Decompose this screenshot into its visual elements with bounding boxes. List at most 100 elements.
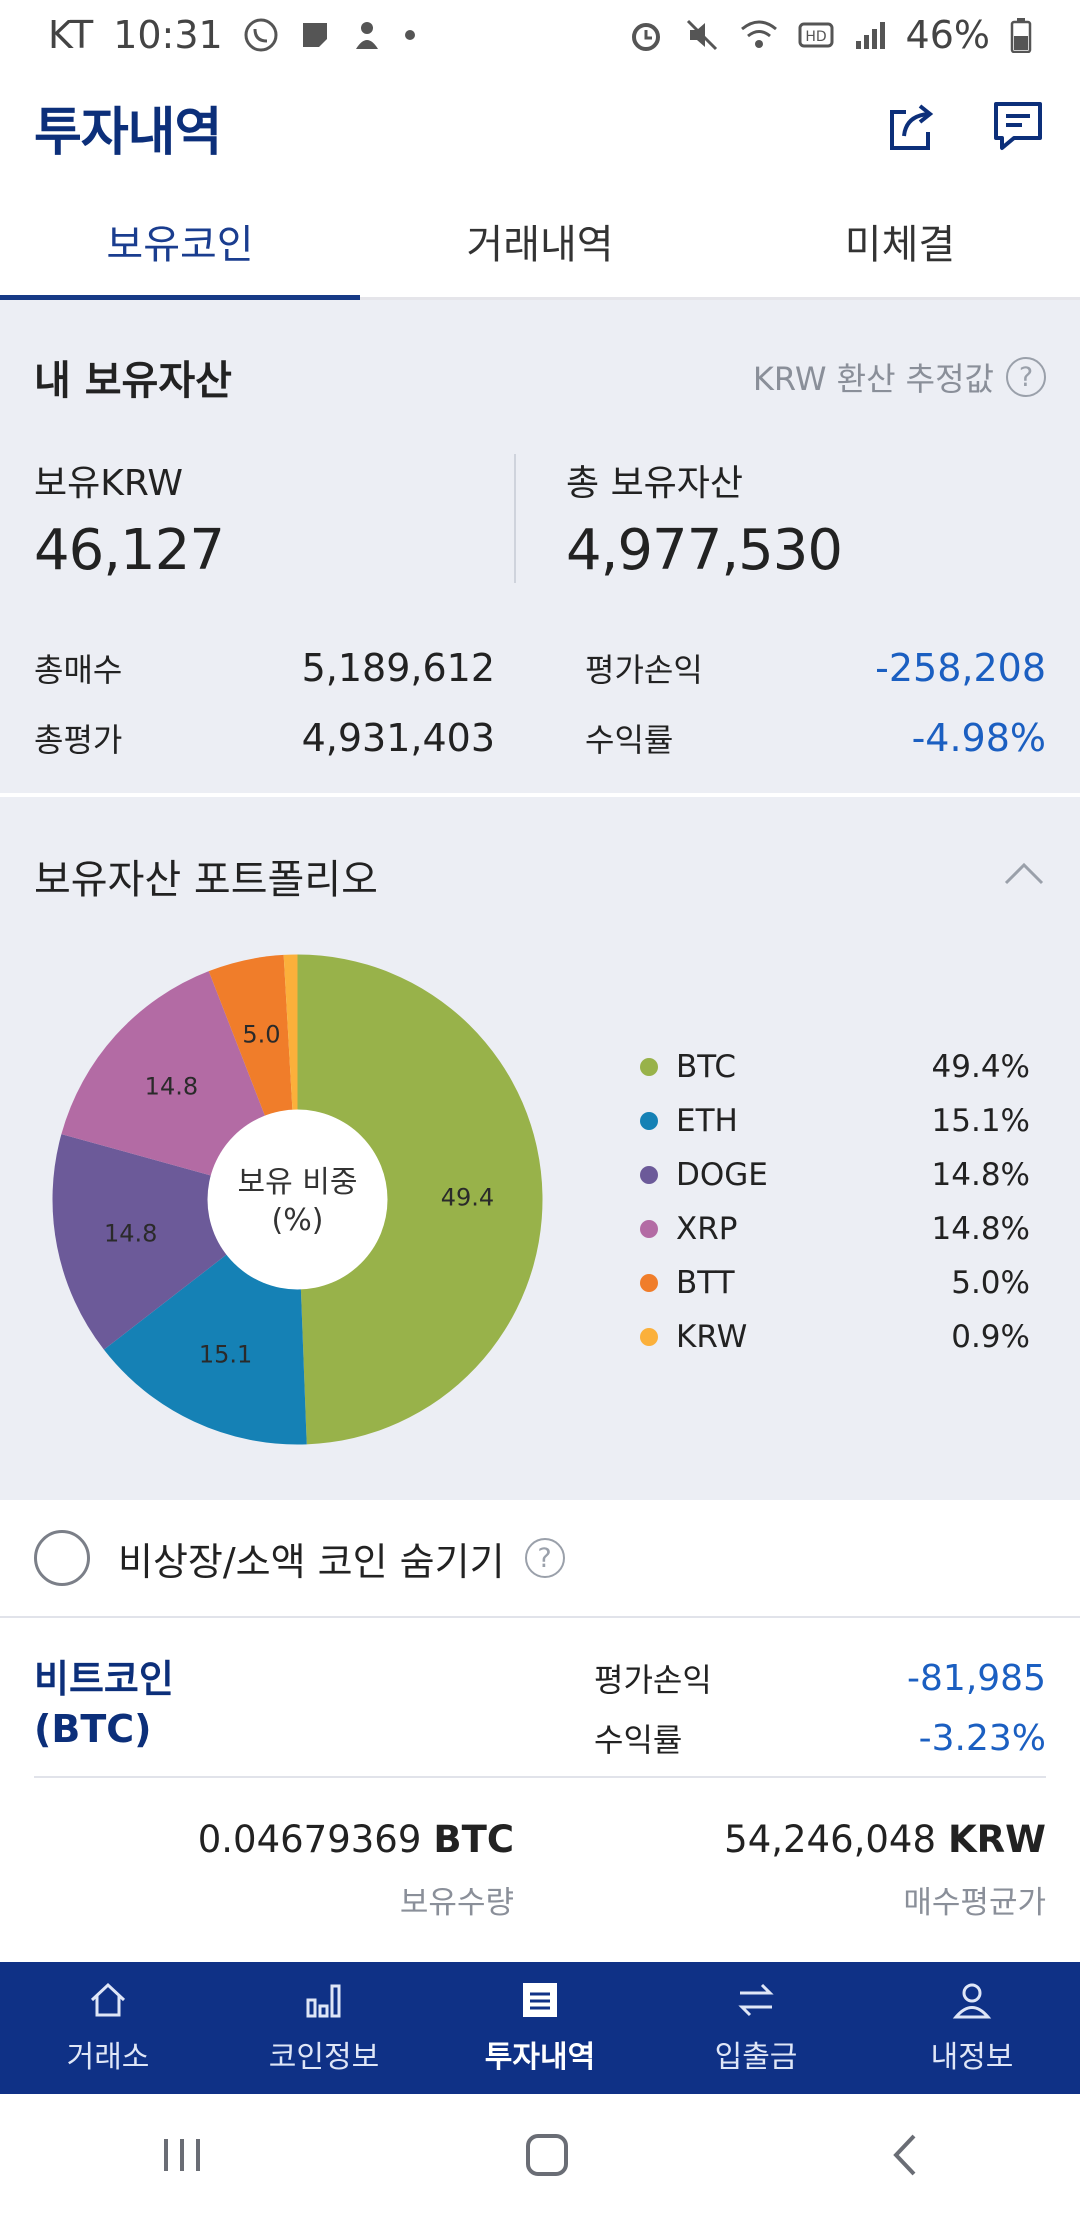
legend-swatch (640, 1220, 658, 1238)
nav-label: 입출금 (714, 2040, 798, 2075)
krw-estimate-note[interactable]: KRW 환산 추정값 ? (753, 354, 1046, 400)
slice-label-doge: 14.8 (104, 1219, 157, 1247)
nav-investment-history[interactable]: 투자내역 (432, 1962, 648, 2094)
coin-name: 비트코인 (BTC) (34, 1648, 594, 1776)
legend-item: KRW 0.9% (640, 1310, 1030, 1364)
pnl-row: 평가손익 -258,208 (585, 633, 1046, 703)
clock: 10:31 (113, 13, 223, 57)
total-assets-value: 4,977,530 (566, 518, 843, 583)
coin-quantity-label: 보유수량 (399, 1885, 514, 1921)
nav-exchange[interactable]: 거래소 (0, 1962, 216, 2094)
tab-holdings[interactable]: 보유코인 (0, 185, 360, 300)
svg-text:HD: HD (805, 29, 826, 45)
coin-return-label: 수익률 (594, 1721, 683, 1759)
bottom-nav: 거래소 코인정보 투자내역 입출금 내정보 (0, 1962, 1080, 2094)
coin-avg-price: 54,246,048 KRW (566, 1818, 1046, 1861)
pnl-label: 평가손익 (585, 651, 703, 689)
nav-label: 거래소 (66, 2040, 150, 2075)
tab-unfilled[interactable]: 미체결 (844, 222, 956, 268)
tab-trade-history[interactable]: 거래내역 (466, 222, 614, 268)
total-eval-value: 4,931,403 (301, 716, 495, 760)
alarm-icon (628, 17, 664, 53)
total-buy-label: 총매수 (34, 651, 123, 689)
coin-symbol: (BTC) (34, 1707, 152, 1751)
help-icon[interactable]: ? (1006, 357, 1046, 397)
coin-pnl-value: -81,985 (907, 1657, 1046, 1699)
home-icon (88, 1980, 128, 2024)
coin-avg-price-unit: KRW (948, 1818, 1046, 1861)
legend-item: ETH 15.1% (640, 1094, 1030, 1148)
legend-swatch (640, 1328, 658, 1346)
nav-label: 투자내역 (484, 2040, 596, 2075)
total-buy-value: 5,189,612 (301, 646, 495, 690)
donut-center-label: 보유 비중 (238, 1165, 358, 1200)
call-icon (243, 17, 279, 53)
total-eval-label: 총평가 (34, 721, 123, 759)
coin-avg-price-value: 54,246,048 (724, 1818, 937, 1861)
battery-icon (1010, 17, 1032, 53)
user-icon (952, 1980, 992, 2024)
legend-label: BTC (676, 1049, 737, 1085)
legend-label: KRW (676, 1319, 748, 1355)
nav-coin-info[interactable]: 코인정보 (216, 1962, 432, 2094)
nav-deposit-withdraw[interactable]: 입출금 (648, 1962, 864, 2094)
page-title: 투자내역 (34, 103, 222, 163)
tab-bar: 보유코인 거래내역 미체결 (0, 185, 1080, 300)
portfolio-donut-chart: 보유 비중 (%) 49.4 15.1 14.8 14.8 5.0 (50, 952, 545, 1447)
hide-small-coins-row: 비상장/소액 코인 숨기기 ? (0, 1500, 1080, 1618)
share-icon[interactable] (884, 98, 940, 158)
collapse-chevron-icon[interactable] (1002, 859, 1046, 893)
recents-icon[interactable] (160, 2135, 204, 2179)
donut-center-unit: (%) (272, 1203, 324, 1238)
coin-name-korean: 비트코인 (34, 1657, 174, 1701)
carrier: KT (48, 13, 94, 57)
legend-value: 14.8% (931, 1211, 1030, 1247)
pnl-value: -258,208 (875, 646, 1046, 690)
mute-icon (684, 17, 720, 53)
chat-icon[interactable] (990, 98, 1046, 158)
person-icon (351, 19, 383, 51)
coin-return-row: 수익률 -3.23% (594, 1708, 1046, 1768)
coin-pnl-label: 평가손익 (594, 1661, 712, 1699)
donut-svg: 보유 비중 (%) 49.4 15.1 14.8 14.8 5.0 (52, 954, 543, 1445)
status-bar: KT 10:31 HD 46% (0, 0, 1080, 70)
held-krw-value: 46,127 (34, 518, 225, 583)
nav-my-info[interactable]: 내정보 (864, 1962, 1080, 2094)
signal-icon (854, 19, 886, 51)
slice-label-btt: 5.0 (242, 1020, 280, 1048)
slice-label-xrp: 14.8 (145, 1072, 198, 1100)
legend-value: 14.8% (931, 1157, 1030, 1193)
legend-value: 5.0% (951, 1265, 1030, 1301)
legend-swatch (640, 1058, 658, 1076)
portfolio-title: 보유자산 포트폴리오 (34, 857, 378, 903)
help-icon[interactable]: ? (524, 1538, 565, 1578)
legend-label: DOGE (676, 1157, 768, 1193)
summary-title: 내 보유자산 (34, 358, 232, 404)
bar-chart-icon (304, 1980, 344, 2024)
hide-small-coins-radio[interactable] (34, 1530, 90, 1586)
coin-avg-price-label: 매수평균가 (903, 1885, 1046, 1921)
note-icon (299, 19, 331, 51)
total-assets-label: 총 보유자산 (566, 463, 744, 504)
wifi-icon (740, 19, 778, 51)
nav-label: 코인정보 (268, 2040, 380, 2075)
legend-item: BTC 49.4% (640, 1040, 1030, 1094)
hd-icon: HD (798, 20, 834, 50)
legend-value: 0.9% (951, 1319, 1030, 1355)
legend-swatch (640, 1274, 658, 1292)
home-button-icon[interactable] (524, 2132, 570, 2182)
coin-quantity-unit: BTC (433, 1818, 514, 1861)
return-row: 수익률 -4.98% (585, 703, 1046, 773)
coin-card-btc[interactable]: 비트코인 (BTC) 평가손익 -81,985 수익률 -3.23% 0.046… (0, 1618, 1080, 1962)
legend-item: XRP 14.8% (640, 1202, 1030, 1256)
portfolio-section: 보유자산 포트폴리오 보유 비중 (%) 49.4 15.1 14.8 14.8 5.0… (0, 797, 1080, 1500)
coin-return-value: -3.23% (918, 1717, 1046, 1759)
legend-label: XRP (676, 1211, 738, 1247)
transfer-icon (736, 1980, 776, 2024)
back-icon[interactable] (890, 2132, 920, 2182)
legend-item: DOGE 14.8% (640, 1148, 1030, 1202)
pie-slice-btc (297, 954, 543, 1445)
return-value: -4.98% (911, 716, 1046, 760)
coin-quantity-value: 0.04679369 (197, 1818, 422, 1861)
hide-small-coins-label[interactable]: 비상장/소액 코인 숨기기 (118, 1539, 505, 1584)
